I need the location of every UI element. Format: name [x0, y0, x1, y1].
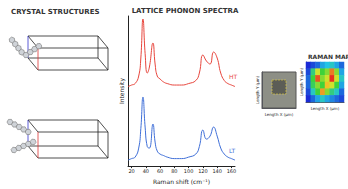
svg-text:160: 160: [227, 168, 237, 174]
svg-text:RAMAN MAP: RAMAN MAP: [308, 53, 348, 60]
svg-text:CRYSTAL STRUCTURES: CRYSTAL STRUCTURES: [11, 8, 100, 16]
svg-text:40: 40: [143, 168, 149, 174]
svg-text:LT: LT: [229, 147, 236, 154]
svg-text:HT: HT: [229, 73, 238, 80]
svg-text:Length Y (μm): Length Y (μm): [255, 75, 260, 104]
svg-text:140: 140: [212, 168, 222, 174]
svg-text:20: 20: [128, 168, 134, 174]
svg-text:80: 80: [171, 168, 177, 174]
svg-text:60: 60: [157, 168, 163, 174]
svg-text:Length X (μm): Length X (μm): [265, 112, 294, 117]
svg-text:120: 120: [198, 168, 208, 174]
svg-text:Intensity: Intensity: [118, 78, 126, 105]
svg-text:Length Y (μm): Length Y (μm): [299, 67, 304, 96]
svg-text:Raman shift (cm⁻¹): Raman shift (cm⁻¹): [153, 178, 210, 185]
svg-text:Length X (μm): Length X (μm): [311, 106, 340, 111]
svg-text:LATTICE PHONON SPECTRA: LATTICE PHONON SPECTRA: [132, 7, 239, 15]
svg-text:100: 100: [184, 168, 194, 174]
